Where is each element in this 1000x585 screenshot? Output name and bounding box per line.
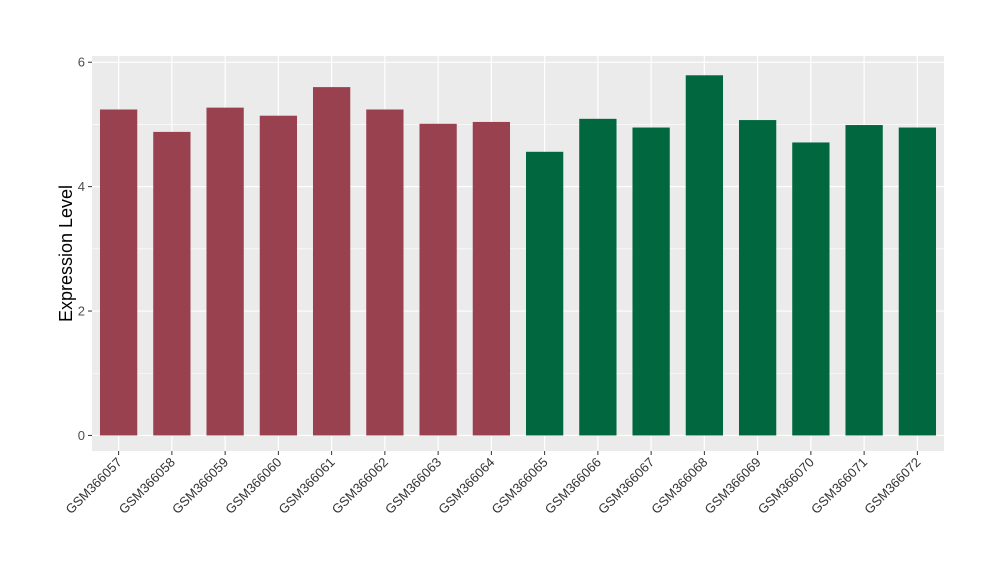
x-tick-label-GSM366058: GSM366058	[116, 455, 178, 517]
y-tick-label: 6	[78, 55, 85, 70]
x-tick-label-GSM366057: GSM366057	[63, 455, 125, 517]
bar-GSM366064	[472, 121, 511, 436]
x-tick-label-GSM366060: GSM366060	[222, 455, 284, 517]
bar-GSM366061	[312, 87, 351, 436]
x-tick-label-GSM366063: GSM366063	[382, 455, 444, 517]
bar-GSM366059	[206, 107, 244, 436]
x-tick-label-GSM366064: GSM366064	[435, 455, 497, 517]
x-tick-label-GSM366067: GSM366067	[595, 455, 657, 517]
bar-GSM366057	[99, 109, 138, 436]
bar-GSM366062	[366, 109, 404, 436]
bar-GSM366065	[525, 151, 564, 436]
bar-GSM366058	[153, 131, 191, 436]
y-tick-label: 0	[78, 428, 85, 443]
x-axis: GSM366057GSM366058GSM366059GSM366060GSM3…	[63, 451, 923, 517]
bars	[99, 75, 937, 436]
x-tick-label-GSM366071: GSM366071	[808, 455, 870, 517]
bar-GSM366072	[898, 127, 937, 436]
y-axis: 0 2 4 6	[78, 55, 92, 443]
bar-GSM366069	[738, 120, 777, 436]
x-tick-label-GSM366068: GSM366068	[648, 455, 710, 517]
y-axis-title: Expression Level	[56, 185, 76, 322]
y-tick-label: 2	[78, 304, 85, 319]
y-tick-label: 4	[78, 179, 85, 194]
x-tick-label-GSM366062: GSM366062	[329, 455, 391, 517]
x-tick-label-GSM366072: GSM366072	[861, 455, 923, 517]
bar-GSM366067	[632, 127, 670, 436]
x-tick-label-GSM366061: GSM366061	[276, 455, 338, 517]
x-tick-label-GSM366065: GSM366065	[489, 455, 551, 517]
bar-GSM366068	[685, 75, 724, 436]
x-tick-label-GSM366059: GSM366059	[169, 455, 231, 517]
x-tick-label-GSM366070: GSM366070	[755, 455, 817, 517]
bar-GSM366071	[845, 125, 883, 436]
bar-GSM366066	[579, 118, 617, 436]
bar-GSM366070	[792, 142, 830, 436]
bar-GSM366060	[259, 115, 298, 436]
bar-GSM366063	[419, 123, 457, 436]
x-tick-label-GSM366066: GSM366066	[542, 455, 604, 517]
x-tick-label-GSM366069: GSM366069	[702, 455, 764, 517]
